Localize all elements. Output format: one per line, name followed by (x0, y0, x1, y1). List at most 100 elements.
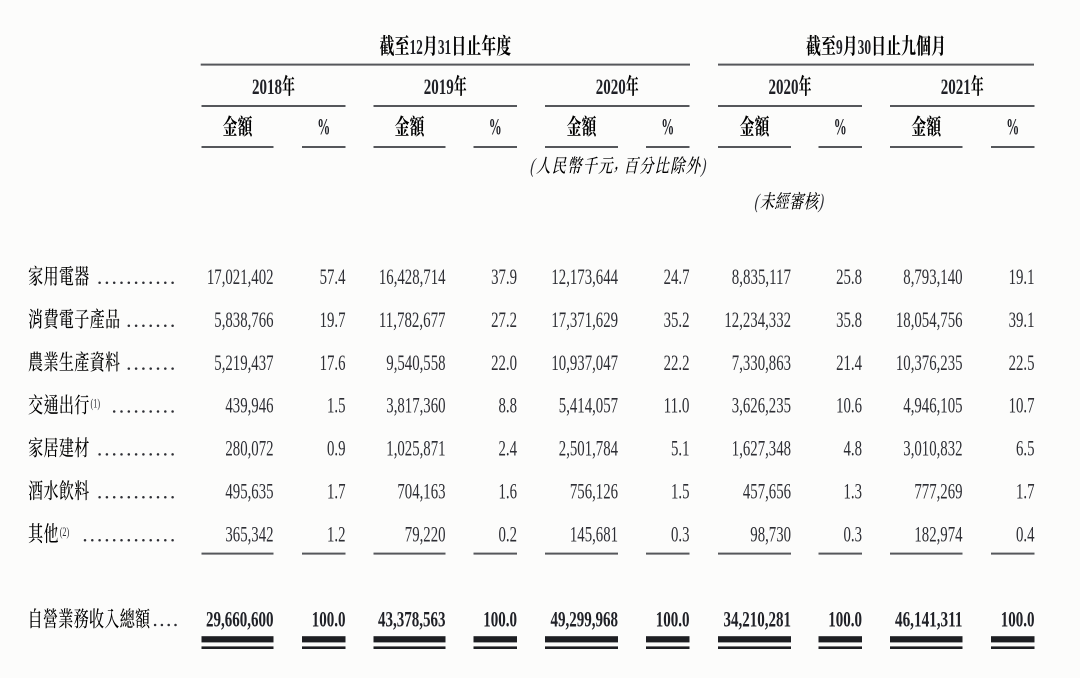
svg-text:%: % (489, 115, 502, 141)
svg-text:0.3: 0.3 (844, 521, 863, 546)
svg-text:100.0: 100.0 (312, 607, 346, 632)
svg-text:280,072: 280,072 (225, 436, 273, 461)
svg-text:100.0: 100.0 (656, 607, 690, 632)
svg-text:3,817,360: 3,817,360 (386, 393, 445, 418)
svg-text:17,021,402: 17,021,402 (207, 264, 274, 289)
svg-text:%: % (1006, 115, 1019, 141)
svg-text:43,378,563: 43,378,563 (378, 607, 446, 632)
svg-text:(: ( (753, 189, 763, 213)
svg-text:2020: 2020 (769, 74, 799, 99)
svg-text:10.7: 10.7 (1009, 393, 1035, 418)
svg-text:2018: 2018 (252, 74, 282, 99)
svg-text:16,428,714: 16,428,714 (379, 264, 446, 289)
svg-text:9: 9 (836, 35, 843, 59)
svg-text:495,635: 495,635 (225, 479, 273, 504)
svg-text:1,627,348: 1,627,348 (732, 436, 791, 461)
svg-text:39.1: 39.1 (1009, 307, 1035, 332)
svg-text:12: 12 (409, 35, 422, 59)
svg-text:0.4: 0.4 (1016, 521, 1035, 546)
svg-text:7,330,863: 7,330,863 (732, 350, 791, 375)
svg-text:12,234,332: 12,234,332 (724, 307, 791, 332)
svg-text:22.5: 22.5 (1009, 350, 1035, 375)
svg-text:1.5: 1.5 (671, 479, 690, 504)
svg-text:4,946,105: 4,946,105 (903, 393, 962, 418)
svg-text:100.0: 100.0 (1001, 607, 1035, 632)
svg-text:17.6: 17.6 (320, 350, 346, 375)
svg-text:5,414,057: 5,414,057 (559, 393, 618, 418)
svg-text:25.8: 25.8 (836, 264, 862, 289)
svg-text:10,376,235: 10,376,235 (896, 350, 963, 375)
svg-text:8,793,140: 8,793,140 (903, 264, 962, 289)
svg-text:145,681: 145,681 (570, 521, 618, 546)
svg-text:704,163: 704,163 (397, 479, 445, 504)
svg-text:%: % (661, 115, 674, 141)
svg-text:46,141,311: 46,141,311 (895, 607, 963, 632)
svg-text:6.5: 6.5 (1016, 436, 1035, 461)
svg-text:457,656: 457,656 (743, 479, 791, 504)
svg-text:1.7: 1.7 (1016, 479, 1035, 504)
svg-text:2,501,784: 2,501,784 (559, 436, 618, 461)
svg-text:2.4: 2.4 (499, 436, 518, 461)
svg-text:37.9: 37.9 (491, 264, 517, 289)
svg-text:10,937,047: 10,937,047 (551, 350, 618, 375)
svg-text:10.6: 10.6 (836, 393, 862, 418)
svg-text:): ) (817, 189, 827, 213)
svg-text:1,025,871: 1,025,871 (386, 436, 445, 461)
svg-text:): ) (699, 154, 709, 178)
svg-text:11,782,677: 11,782,677 (379, 307, 446, 332)
svg-text:100.0: 100.0 (828, 607, 862, 632)
svg-text:5,838,766: 5,838,766 (214, 307, 273, 332)
svg-text:1.7: 1.7 (327, 479, 346, 504)
svg-text:29,660,600: 29,660,600 (206, 607, 274, 632)
svg-text:%: % (317, 115, 330, 141)
svg-text:2020: 2020 (596, 74, 626, 99)
svg-text:19.1: 19.1 (1009, 264, 1035, 289)
svg-text:18,054,756: 18,054,756 (896, 307, 963, 332)
svg-text:12,173,644: 12,173,644 (551, 264, 618, 289)
svg-text:777,269: 777,269 (914, 479, 962, 504)
svg-text:49,299,968: 49,299,968 (551, 607, 619, 632)
svg-text:5.1: 5.1 (671, 436, 690, 461)
svg-text:(1): (1) (91, 395, 101, 410)
svg-text:(: ( (528, 154, 538, 178)
svg-text:30: 30 (858, 35, 871, 59)
svg-text:3,010,832: 3,010,832 (903, 436, 962, 461)
svg-text:1.5: 1.5 (327, 393, 346, 418)
svg-text:1.2: 1.2 (327, 521, 346, 546)
svg-text:57.4: 57.4 (320, 264, 346, 289)
svg-text:8,835,117: 8,835,117 (732, 264, 791, 289)
svg-text:365,342: 365,342 (225, 521, 273, 546)
svg-text:8.8: 8.8 (499, 393, 518, 418)
svg-text:0.9: 0.9 (327, 436, 346, 461)
svg-text:17,371,629: 17,371,629 (551, 307, 618, 332)
svg-text:2021: 2021 (941, 74, 971, 99)
svg-text:24.7: 24.7 (664, 264, 690, 289)
svg-text:4.8: 4.8 (844, 436, 863, 461)
svg-text:11.0: 11.0 (664, 393, 690, 418)
svg-text:439,946: 439,946 (225, 393, 273, 418)
svg-text:1.6: 1.6 (499, 479, 518, 504)
svg-text:0.2: 0.2 (499, 521, 518, 546)
svg-text:21.4: 21.4 (836, 350, 862, 375)
svg-text:79,220: 79,220 (405, 521, 446, 546)
svg-text:19.7: 19.7 (320, 307, 346, 332)
svg-text:756,126: 756,126 (570, 479, 618, 504)
svg-text:27.2: 27.2 (491, 307, 517, 332)
svg-text:9,540,558: 9,540,558 (386, 350, 445, 375)
svg-text:35.2: 35.2 (664, 307, 690, 332)
svg-text:22.0: 22.0 (491, 350, 517, 375)
svg-text:3,626,235: 3,626,235 (732, 393, 791, 418)
svg-text:1.3: 1.3 (844, 479, 863, 504)
svg-text:182,974: 182,974 (914, 521, 962, 546)
svg-text:100.0: 100.0 (483, 607, 517, 632)
svg-text:35.8: 35.8 (836, 307, 862, 332)
svg-text:31: 31 (438, 35, 451, 59)
svg-text:22.2: 22.2 (664, 350, 690, 375)
svg-text:0.3: 0.3 (671, 521, 690, 546)
svg-text:34,210,281: 34,210,281 (724, 607, 792, 632)
svg-text:(2): (2) (60, 524, 70, 539)
svg-text:5,219,437: 5,219,437 (214, 350, 273, 375)
svg-text:98,730: 98,730 (750, 521, 791, 546)
svg-text:%: % (834, 115, 847, 141)
svg-text:2019: 2019 (424, 74, 454, 99)
